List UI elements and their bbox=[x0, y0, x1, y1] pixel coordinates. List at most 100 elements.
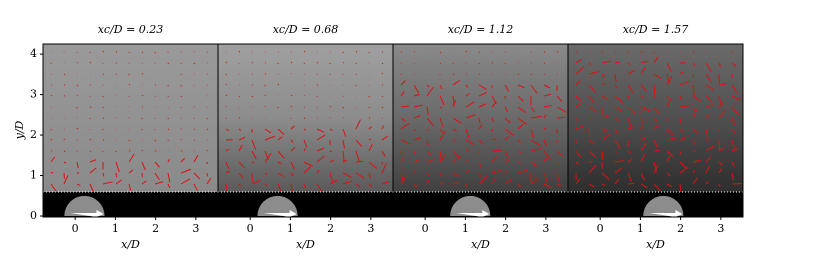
velocity-vector bbox=[693, 74, 694, 78]
x-axis-label: x/D bbox=[646, 238, 665, 251]
x-tick-label: 0 bbox=[247, 222, 254, 235]
velocity-vector bbox=[129, 52, 130, 53]
y-tick-label: 1 bbox=[30, 169, 37, 182]
x-tick-label: 2 bbox=[677, 222, 684, 235]
velocity-vector bbox=[207, 129, 208, 130]
velocity-vector bbox=[77, 95, 78, 96]
x-tick-label: 2 bbox=[152, 222, 159, 235]
velocity-vector bbox=[142, 95, 143, 96]
velocity-vector bbox=[103, 74, 104, 75]
velocity-vector bbox=[51, 172, 53, 173]
velocity-vector bbox=[453, 74, 454, 75]
velocity-vector bbox=[51, 139, 52, 140]
velocity-vector bbox=[654, 150, 659, 151]
velocity-vector bbox=[382, 73, 383, 74]
velocity-vector bbox=[252, 96, 253, 97]
velocity-vector bbox=[304, 118, 305, 119]
velocity-vector bbox=[77, 62, 78, 63]
velocity-vector bbox=[356, 161, 363, 162]
velocity-vector bbox=[226, 74, 227, 75]
velocity-vector bbox=[51, 95, 52, 96]
x-tick-label: 0 bbox=[422, 222, 429, 235]
velocity-vector bbox=[382, 107, 383, 108]
velocity-vector bbox=[414, 51, 415, 52]
panel-title: xc/D = 1.57 bbox=[623, 23, 689, 36]
velocity-vector bbox=[194, 63, 195, 64]
velocity-vector bbox=[479, 52, 480, 53]
velocity-vector bbox=[304, 107, 305, 108]
x-tick-label: 2 bbox=[502, 222, 509, 235]
velocity-vector bbox=[252, 62, 253, 63]
x-tick-label: 3 bbox=[717, 222, 724, 235]
velocity-vector bbox=[103, 118, 104, 119]
velocity-vector bbox=[505, 63, 506, 64]
panel-title: xc/D = 0.68 bbox=[273, 23, 339, 36]
x-axis-label: x/D bbox=[121, 238, 140, 251]
velocity-vector bbox=[77, 85, 78, 86]
velocity-vector bbox=[278, 84, 279, 85]
velocity-vector bbox=[226, 84, 227, 85]
x-tick-label: 0 bbox=[72, 222, 79, 235]
x-tick-label: 1 bbox=[462, 222, 469, 235]
velocity-vector bbox=[226, 62, 227, 63]
velocity-vector bbox=[155, 140, 156, 141]
x-tick-label: 1 bbox=[112, 222, 119, 235]
x-axis-label: x/D bbox=[471, 238, 490, 251]
velocity-vector bbox=[142, 150, 143, 151]
velocity-vector bbox=[440, 52, 441, 53]
velocity-vector bbox=[732, 51, 733, 52]
panel-title: xc/D = 1.12 bbox=[448, 23, 514, 36]
velocity-vector bbox=[304, 63, 305, 64]
velocity-vector bbox=[602, 151, 603, 159]
wall bbox=[218, 192, 393, 217]
y-tick-label: 4 bbox=[30, 47, 37, 60]
panel-title: xc/D = 0.23 bbox=[98, 23, 164, 36]
flow-image bbox=[43, 44, 218, 192]
velocity-vector bbox=[90, 62, 91, 63]
velocity-vector bbox=[226, 95, 227, 96]
y-axis-label: y/D bbox=[13, 120, 26, 140]
x-tick-label: 2 bbox=[327, 222, 334, 235]
velocity-vector bbox=[531, 74, 532, 75]
velocity-vector bbox=[518, 74, 519, 75]
x-tick-label: 1 bbox=[287, 222, 294, 235]
velocity-vector bbox=[492, 129, 493, 131]
x-tick-label: 0 bbox=[597, 222, 604, 235]
x-axis-label: x/D bbox=[296, 238, 315, 251]
velocity-vector bbox=[479, 74, 480, 75]
flow-image bbox=[218, 44, 393, 192]
y-tick-label: 0 bbox=[30, 209, 37, 222]
velocity-vector bbox=[291, 106, 292, 107]
velocity-vector bbox=[628, 183, 634, 184]
velocity-vector bbox=[142, 52, 143, 53]
flow-image bbox=[393, 44, 568, 192]
velocity-vector bbox=[194, 140, 195, 141]
x-tick-label: 1 bbox=[637, 222, 644, 235]
velocity-vector bbox=[64, 151, 65, 152]
velocity-vector bbox=[239, 96, 240, 97]
x-tick-label: 3 bbox=[367, 222, 374, 235]
velocity-vector bbox=[194, 129, 195, 130]
velocity-vector bbox=[356, 74, 357, 75]
velocity-vector bbox=[207, 173, 208, 176]
velocity-vector bbox=[116, 173, 117, 177]
velocity-vector bbox=[732, 74, 733, 77]
velocity-vector bbox=[304, 51, 305, 52]
velocity-vector bbox=[719, 140, 720, 151]
velocity-vector bbox=[64, 74, 65, 75]
x-tick-label: 3 bbox=[542, 222, 549, 235]
velocity-vector bbox=[466, 51, 467, 52]
velocity-vector bbox=[77, 128, 78, 129]
velocity-vector bbox=[330, 106, 331, 107]
velocity-vector bbox=[181, 96, 182, 97]
velocity-vector bbox=[602, 52, 603, 53]
y-tick-label: 2 bbox=[30, 128, 37, 141]
velocity-vector bbox=[544, 74, 545, 75]
velocity-vector bbox=[90, 151, 91, 152]
velocity-vector bbox=[90, 139, 91, 140]
velocity-vector bbox=[576, 52, 577, 53]
velocity-vector bbox=[382, 96, 383, 97]
velocity-vector bbox=[103, 51, 104, 52]
velocity-vector bbox=[90, 107, 91, 108]
